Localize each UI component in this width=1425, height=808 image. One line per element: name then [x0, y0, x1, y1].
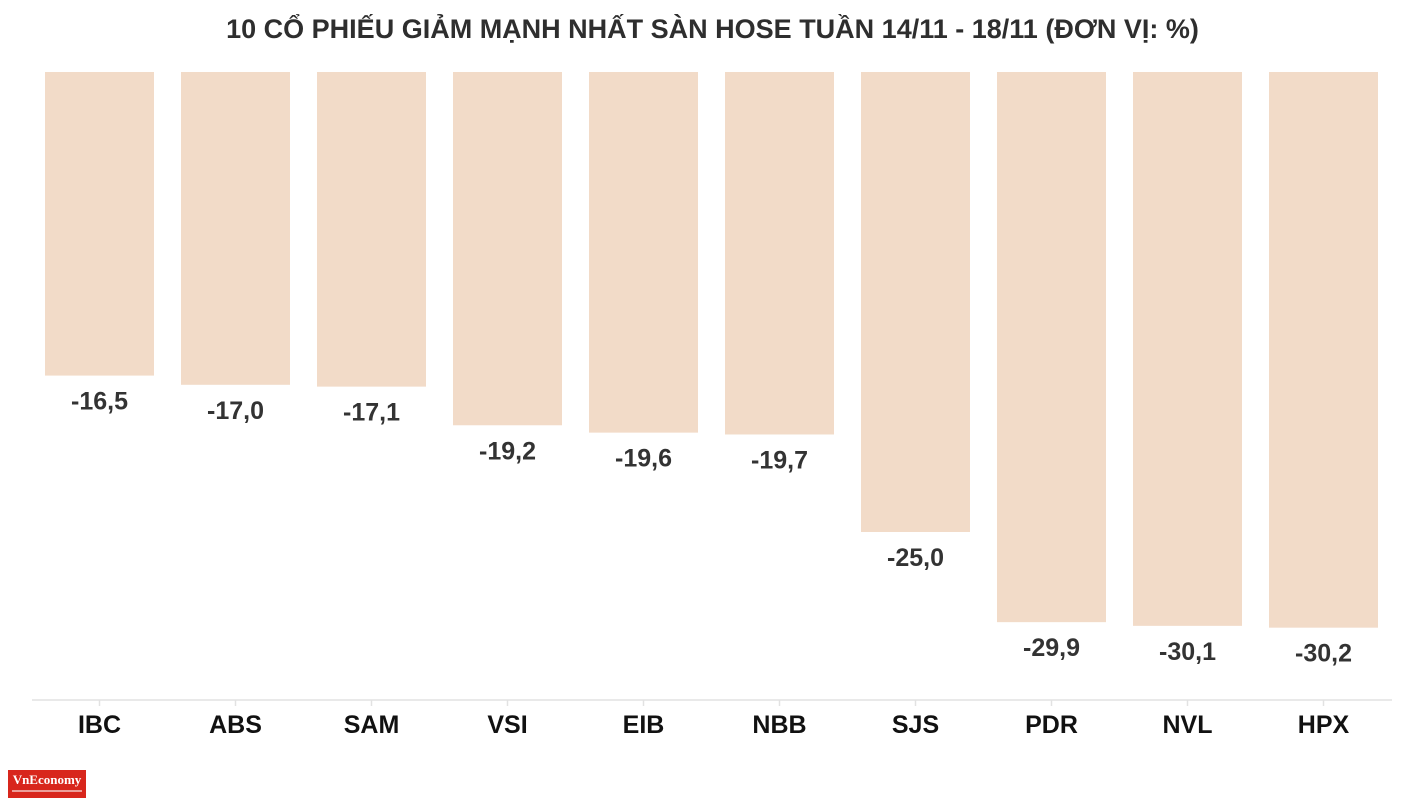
value-label-abs: -17,0	[207, 397, 264, 425]
bar-vsi	[453, 72, 562, 426]
bar-hpx	[1269, 72, 1378, 628]
x-axis-ticks	[98, 700, 1325, 706]
value-labels-group: -16,5 -17,0 -17,1 -19,2 -19,6 -19,7 -25,0 -29,9…	[71, 388, 1352, 668]
category-labels-group: IBC ABS SAM VSI EIB NBB SJS PDR NVL HPX	[78, 711, 1350, 739]
category-label-hpx: HPX	[1298, 711, 1350, 739]
category-label-pdr: PDR	[1025, 711, 1078, 739]
chart-title: 10 CỔ PHIẾU GIẢM MẠNH NHẤT SÀN HOSE TUẦN…	[226, 14, 1199, 44]
value-label-hpx: -30,2	[1295, 640, 1352, 668]
bar-sam	[317, 72, 426, 387]
value-label-eib: -19,6	[615, 445, 672, 473]
bar-pdr	[997, 72, 1106, 623]
logo-text: VnEconomy	[12, 772, 82, 787]
category-label-abs: ABS	[209, 711, 262, 739]
value-label-sam: -17,1	[343, 399, 400, 427]
bar-ibc	[45, 72, 154, 376]
bar-sjs	[861, 72, 970, 532]
category-label-sjs: SJS	[892, 711, 939, 739]
value-label-pdr: -29,9	[1023, 634, 1080, 662]
category-label-nvl: NVL	[1163, 711, 1213, 739]
vneconomy-logo: VnEconomy	[8, 770, 86, 798]
bars-group	[45, 72, 1378, 628]
bar-nbb	[725, 72, 834, 435]
value-label-vsi: -19,2	[479, 437, 536, 465]
logo-underline	[12, 790, 82, 792]
category-label-nbb: NBB	[752, 711, 806, 739]
value-label-ibc: -16,5	[71, 388, 128, 416]
bar-abs	[181, 72, 290, 385]
value-label-nbb: -19,7	[751, 446, 808, 474]
bar-eib	[589, 72, 698, 433]
category-label-ibc: IBC	[78, 711, 121, 739]
bar-nvl	[1133, 72, 1242, 626]
category-label-sam: SAM	[344, 711, 400, 739]
category-label-eib: EIB	[623, 711, 665, 739]
value-label-nvl: -30,1	[1159, 638, 1216, 666]
category-label-vsi: VSI	[487, 711, 527, 739]
value-label-sjs: -25,0	[887, 544, 944, 572]
